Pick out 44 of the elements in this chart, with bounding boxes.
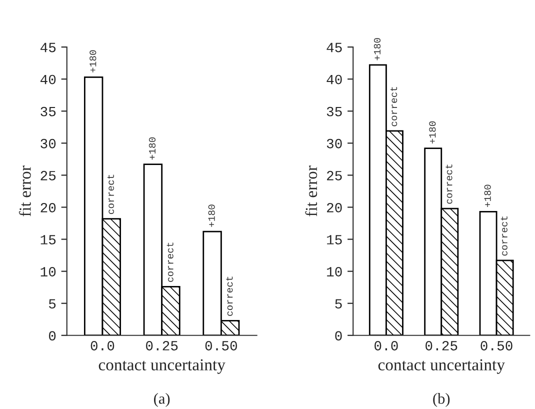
- text: correct: [390, 86, 398, 126]
- text: (a): [154, 393, 170, 407]
- y-tick-label: 45: [326, 42, 342, 52]
- y-tick-label: 25: [326, 170, 342, 180]
- y-tick-label: 25: [40, 170, 56, 180]
- text: (b): [433, 393, 450, 407]
- text: correct: [446, 164, 452, 204]
- y-tick-label: 10: [40, 267, 56, 276]
- text: correct: [107, 174, 114, 214]
- text: +180: [148, 137, 156, 160]
- y-tick-label: 20: [40, 202, 56, 212]
- text: +180: [429, 121, 436, 144]
- text: +180: [90, 50, 96, 72]
- x-tick-label: 0.25: [426, 341, 458, 350]
- y-tick-label: 5: [48, 299, 56, 309]
- y-tick-label: 5: [335, 299, 342, 309]
- x-tick-label: 0.50: [205, 341, 238, 350]
- text: +180: [208, 204, 215, 227]
- y-axis-title: fit error: [18, 166, 31, 216]
- y-tick-label: 40: [40, 74, 56, 84]
- y-tick-label: 0: [335, 331, 342, 341]
- text: correct: [226, 276, 233, 316]
- y-tick-label: 30: [40, 138, 56, 148]
- y-tick-label: 30: [326, 138, 342, 148]
- text: correct: [500, 216, 508, 256]
- y-axis-title: fit error: [305, 166, 318, 216]
- y-tick-label: 40: [326, 74, 342, 84]
- x-tick-label: 0.0: [90, 341, 114, 350]
- x-tick-label: 0.0: [374, 341, 398, 350]
- y-tick-label: 35: [326, 106, 342, 116]
- y-tick-label: 35: [40, 106, 56, 116]
- y-tick-label: 45: [40, 42, 56, 52]
- y-tick-label: 0: [48, 331, 56, 341]
- y-tick-label: 15: [40, 235, 56, 244]
- x-tick-label: 0.50: [480, 341, 512, 350]
- y-tick-label: 15: [327, 235, 342, 244]
- text: +180: [484, 184, 491, 207]
- x-axis-title: contact uncertainty: [378, 359, 505, 374]
- x-tick-label: 0.25: [146, 341, 178, 350]
- text: +180: [374, 38, 381, 60]
- y-tick-label: 20: [326, 202, 342, 212]
- text: correct: [166, 242, 174, 282]
- x-axis-title: contact uncertainty: [98, 359, 226, 374]
- y-tick-label: 10: [327, 267, 342, 276]
